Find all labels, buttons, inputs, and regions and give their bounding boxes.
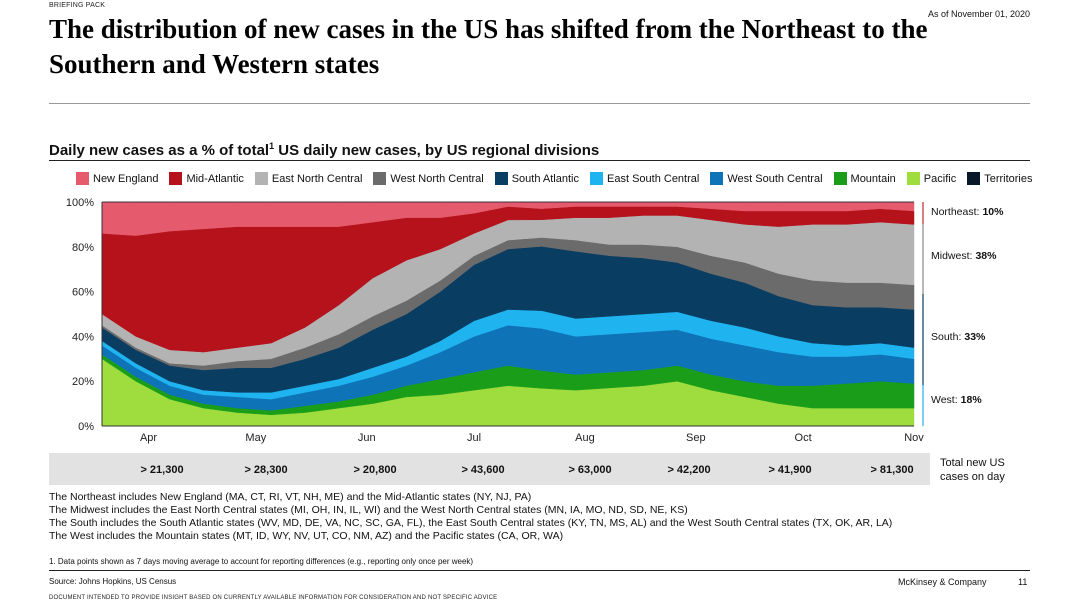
legend-label: Mountain <box>850 172 896 185</box>
legend-label: South Atlantic <box>511 172 579 185</box>
total-value: > 28,300 <box>244 464 288 476</box>
note-midwest: The Midwest includes the East North Cent… <box>49 504 688 516</box>
totals-band <box>49 453 930 485</box>
legend-swatch <box>710 172 724 185</box>
y-tick-label: 60% <box>72 287 94 299</box>
legend-label: East North Central <box>271 172 363 185</box>
y-tick-label: 0% <box>78 421 94 433</box>
region-label: Northeast: 10% <box>931 206 1004 218</box>
as-of-date: As of November 01, 2020 <box>927 9 1030 19</box>
legend-swatch <box>494 172 508 185</box>
chart-title-footnote-mark: 1 <box>269 141 275 151</box>
x-tick-label: Aug <box>575 432 595 444</box>
note-west: The West includes the Mountain states (M… <box>49 530 564 542</box>
legend-swatch <box>590 172 603 185</box>
chart-title: Daily new cases as a % of total1 US dail… <box>49 141 599 159</box>
legend-label: Territories <box>984 172 1033 185</box>
briefing-label: BRIEFING PACK <box>49 2 106 9</box>
page-title: The distribution of new cases in the US … <box>49 14 928 79</box>
legend-label: East South Central <box>607 172 700 185</box>
region-label-name: West: <box>931 394 958 406</box>
region-label-name: Northeast: <box>931 206 979 218</box>
title-divider <box>49 103 1030 104</box>
footnote: 1. Data points shown as 7 days moving av… <box>49 557 474 566</box>
legend-label: New England <box>93 172 159 185</box>
chart-title-main: Daily new cases as a % of total <box>49 142 270 159</box>
note-south: The South includes the South Atlantic st… <box>49 517 893 529</box>
total-value: > 21,300 <box>140 464 184 476</box>
chart-legend: New England Mid-Atlantic East North Centra… <box>76 172 1033 185</box>
legend-swatch <box>967 172 981 185</box>
legend-swatch <box>906 172 920 185</box>
chart-title-divider <box>49 160 1030 161</box>
legend-item-west-north-central: West North Central <box>373 172 484 185</box>
x-tick-label: Sep <box>686 432 706 444</box>
legend-item-pacific: Pacific <box>906 172 957 185</box>
x-tick-label: Oct <box>795 432 812 444</box>
total-value: > 41,900 <box>768 464 812 476</box>
y-tick-label: 20% <box>72 376 94 388</box>
total-value: > 20,800 <box>353 464 397 476</box>
region-label-name: Midwest: <box>931 250 972 262</box>
region-label: Midwest: 38% <box>931 250 997 262</box>
x-tick-label: Jun <box>358 432 376 444</box>
total-value: > 42,200 <box>667 464 711 476</box>
legend-label: Pacific <box>923 172 957 185</box>
region-notes: The Northeast includes New England (MA, … <box>49 491 892 543</box>
source-note: Source: Johns Hopkins, US Census <box>49 577 177 586</box>
region-label-name: South: <box>931 331 961 343</box>
region-label-value: 10% <box>982 206 1004 218</box>
legend-label: West North Central <box>390 172 484 185</box>
x-tick-label: Jul <box>467 432 481 444</box>
note-northeast: The Northeast includes New England (MA, … <box>49 491 532 503</box>
total-value: > 63,000 <box>568 464 612 476</box>
legend-item-south-atlantic: South Atlantic <box>494 172 579 185</box>
legend-item-west-south-central: West South Central <box>710 172 823 185</box>
region-label-value: 18% <box>961 394 983 406</box>
x-tick-label: May <box>245 432 266 444</box>
legend-item-territories: Territories <box>967 172 1033 185</box>
legend-swatch <box>169 172 183 185</box>
legend-item-mid-atlantic: Mid-Atlantic <box>169 172 244 185</box>
page-number: 11 <box>1018 577 1028 587</box>
legend-item-mountain: Mountain <box>833 172 896 185</box>
region-label-value: 38% <box>975 250 997 262</box>
footer-divider <box>49 570 1030 571</box>
total-value: > 43,600 <box>461 464 505 476</box>
y-tick-label: 100% <box>66 197 94 209</box>
total-value: > 81,300 <box>870 464 914 476</box>
region-label-value: 33% <box>964 331 986 343</box>
stacked-area-chart: 0% 20% 40% 60% 80% 100% Apr May Jun Jul Aug Sep Oct N… <box>66 197 1004 444</box>
legend-swatch <box>833 172 847 185</box>
y-tick-label: 80% <box>72 242 94 254</box>
legend-item-east-north-central: East North Central <box>254 172 363 185</box>
legend-swatch <box>76 172 89 185</box>
chart-title-rest: US daily new cases, by US regional divis… <box>274 142 600 159</box>
company-name: McKinsey & Company <box>898 577 987 587</box>
legend-item-east-south-central: East South Central <box>590 172 699 185</box>
legend-item-new-england: New England <box>76 172 158 185</box>
y-tick-label: 40% <box>72 331 94 343</box>
region-label: West: 18% <box>931 394 982 406</box>
legend-label: West South Central <box>727 172 823 185</box>
x-tick-label: Nov <box>904 432 924 444</box>
x-tick-label: Apr <box>140 432 157 444</box>
legend-label: Mid-Atlantic <box>186 172 244 185</box>
region-label: South: 33% <box>931 331 986 343</box>
totals-label: Total new US cases on day <box>940 457 1005 483</box>
legend-swatch <box>254 172 268 185</box>
disclaimer: DOCUMENT INTENDED TO PROVIDE INSIGHT BAS… <box>49 595 498 601</box>
legend-swatch <box>373 172 387 185</box>
